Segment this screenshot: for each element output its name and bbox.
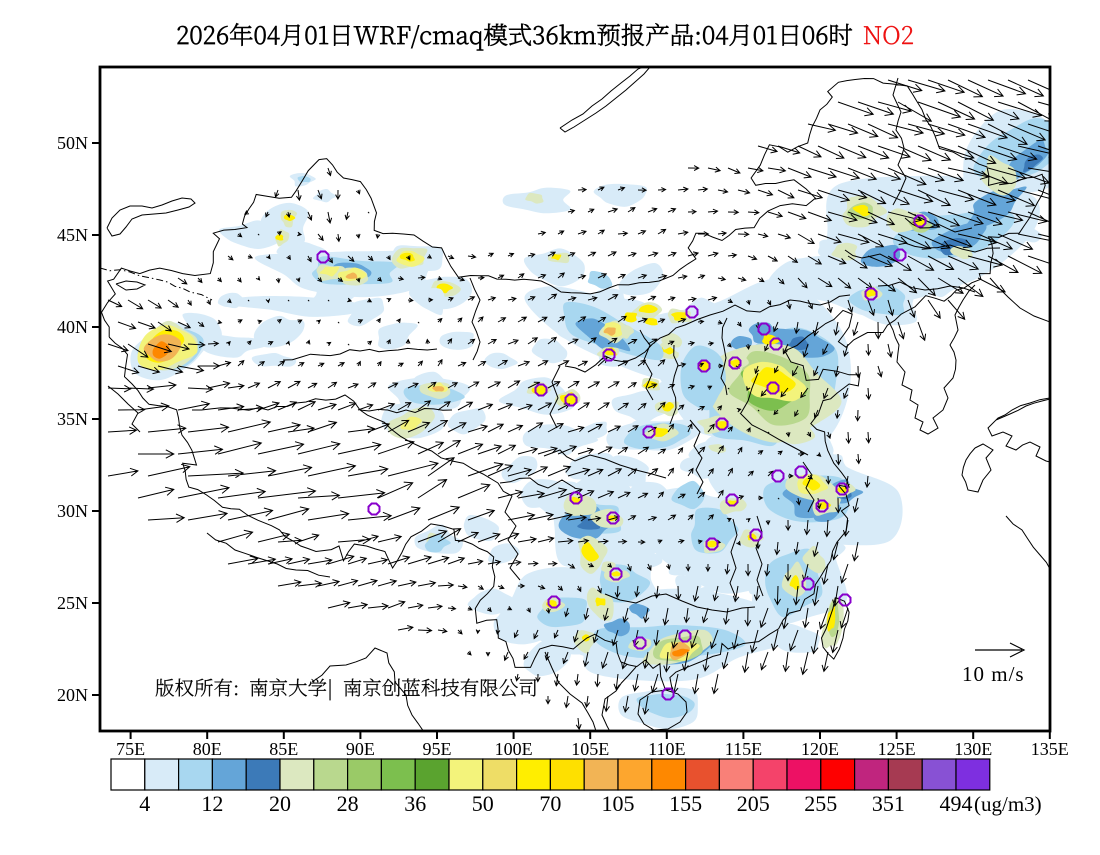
svg-text:135E: 135E: [1031, 739, 1069, 759]
svg-text:20: 20: [269, 791, 291, 816]
svg-text:105: 105: [602, 791, 635, 816]
svg-text:95E: 95E: [423, 739, 452, 759]
svg-text:130E: 130E: [954, 739, 992, 759]
svg-text:205: 205: [737, 791, 770, 816]
svg-text:20N: 20N: [57, 685, 88, 705]
svg-text:50: 50: [472, 791, 494, 816]
svg-text:120E: 120E: [801, 739, 839, 759]
svg-text:25N: 25N: [57, 593, 88, 613]
svg-text:36: 36: [404, 791, 426, 816]
svg-text:70: 70: [539, 791, 561, 816]
svg-text:125E: 125E: [878, 739, 916, 759]
svg-text:45N: 45N: [57, 225, 88, 245]
svg-text:155: 155: [669, 791, 702, 816]
svg-text:50N: 50N: [57, 133, 88, 153]
svg-text:30N: 30N: [57, 501, 88, 521]
svg-text:494: 494: [940, 791, 973, 816]
svg-text:110E: 110E: [648, 739, 685, 759]
svg-text:12: 12: [201, 791, 223, 816]
svg-text:35N: 35N: [57, 409, 88, 429]
svg-text:80E: 80E: [193, 739, 222, 759]
svg-text:85E: 85E: [269, 739, 298, 759]
svg-text:100E: 100E: [495, 739, 533, 759]
svg-text:10 m/s: 10 m/s: [962, 662, 1025, 686]
svg-text:105E: 105E: [571, 739, 609, 759]
svg-text:28: 28: [337, 791, 359, 816]
svg-text:90E: 90E: [346, 739, 375, 759]
svg-text:40N: 40N: [57, 317, 88, 337]
svg-text:75E: 75E: [116, 739, 145, 759]
svg-text:4: 4: [139, 791, 150, 816]
svg-text:351: 351: [872, 791, 905, 816]
svg-text:115E: 115E: [725, 739, 762, 759]
svg-text:255: 255: [804, 791, 837, 816]
svg-text:(ug/m3): (ug/m3): [974, 792, 1042, 816]
